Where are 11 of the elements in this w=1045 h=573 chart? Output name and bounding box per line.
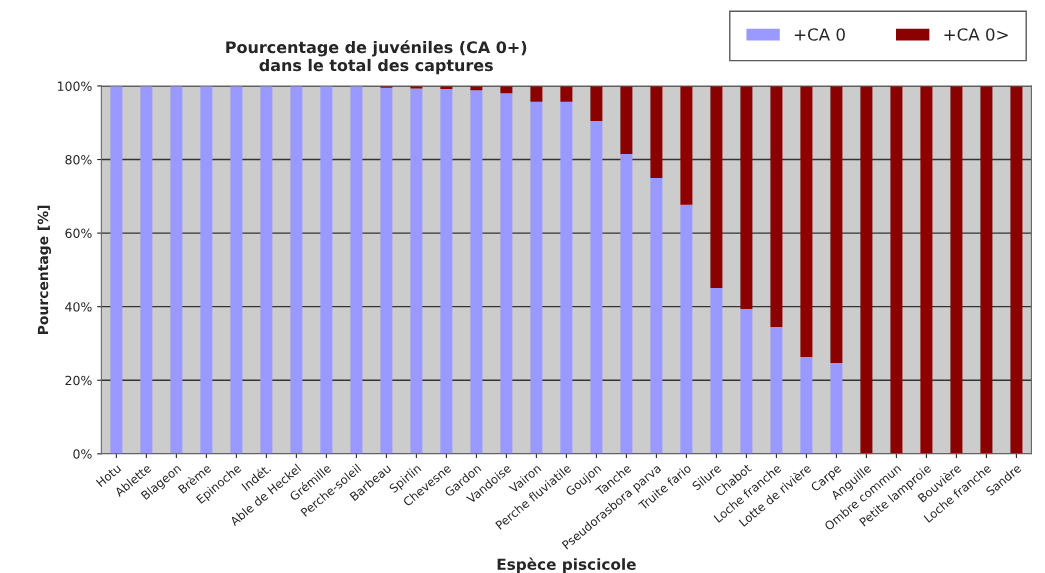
y-tick-label: 80% [65, 154, 92, 165]
legend-label: +CA 0 [794, 28, 845, 41]
y-axis-title: Pourcentage [%] [37, 205, 52, 335]
y-tick-label: 60% [65, 228, 92, 239]
y-tick-label: 20% [65, 375, 92, 386]
y-tick-label: 100% [57, 81, 92, 91]
legend-label: +CA 0> [944, 28, 1008, 41]
chart-title: Pourcentage de juvéniles (CA 0+) dans le total des captures [226, 40, 527, 75]
y-tick-label: 0% [73, 449, 92, 459]
x-axis-title: Espèce piscicole [497, 557, 636, 573]
y-tick-label: 40% [65, 302, 92, 312]
